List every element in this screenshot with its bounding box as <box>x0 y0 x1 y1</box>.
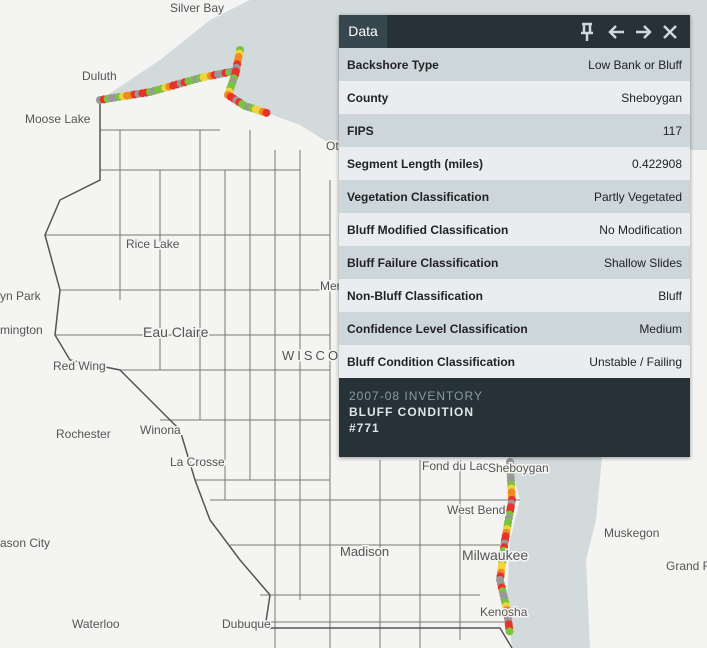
attribute-name: Confidence Level Classification <box>347 321 528 336</box>
attribute-row: Bluff Modified Classification No Modifica… <box>339 213 690 246</box>
next-button[interactable] <box>636 25 652 39</box>
popup-title[interactable]: Data <box>339 15 387 48</box>
popup: Data Backshore Type Low Bank or Bluff Coun… <box>339 15 690 457</box>
footer-line: 2007-08 INVENTORY <box>349 389 483 403</box>
place-label: Moose Lake <box>25 112 91 126</box>
attribute-name: Bluff Failure Classification <box>347 255 499 270</box>
place-label: La Crosse <box>170 455 225 469</box>
attribute-value: Partly Vegetated <box>593 189 682 204</box>
shoreline-segments <box>96 46 516 636</box>
pin-button[interactable] <box>581 22 593 41</box>
place-label: Kenosha <box>480 605 528 619</box>
attribute-row: Non-Bluff Classification Bluff <box>339 279 690 312</box>
place-label: ason City <box>0 536 50 550</box>
attribute-value: Shallow Slides <box>603 255 682 270</box>
attribute-value: Unstable / Failing <box>589 354 682 369</box>
popup-header: Data <box>339 15 690 48</box>
attribute-row: Bluff Condition Classification Unstable /… <box>339 345 690 378</box>
place-label: mington <box>0 323 43 337</box>
lake-michigan <box>507 457 602 648</box>
attribute-name: Vegetation Classification <box>347 189 490 204</box>
attribute-value: Bluff <box>658 288 682 303</box>
place-label: Winona <box>140 423 181 437</box>
attribute-name: County <box>347 90 389 105</box>
attribute-value: Low Bank or Bluff <box>588 57 682 72</box>
attribute-value: No Modification <box>599 222 682 237</box>
attribute-row: FIPS 117 <box>339 114 690 147</box>
attribute-value: Sheboygan <box>621 90 682 105</box>
attribute-row: Bluff Failure Classification Shallow Slid… <box>339 246 690 279</box>
attribute-name: Bluff Modified Classification <box>347 222 509 237</box>
state-border <box>44 100 513 648</box>
attribute-name: Bluff Condition Classification <box>347 354 515 369</box>
attribute-value: 117 <box>662 123 682 138</box>
place-label: yn Park <box>0 289 42 303</box>
place-label: Milwaukee <box>462 547 528 563</box>
footer-line: BLUFF CONDITION <box>349 405 474 419</box>
place-label: Fond du Lac <box>422 459 489 473</box>
place-label: Silver Bay <box>170 1 224 15</box>
place-label: West Bend <box>447 503 505 517</box>
county-lines <box>45 129 520 648</box>
place-label: Muskegon <box>604 526 659 540</box>
place-label: Waterloo <box>72 617 120 631</box>
attribute-row: Confidence Level Classification Medium <box>339 312 690 345</box>
attribute-value: 0.422908 <box>631 156 682 171</box>
place-label: WISCO <box>282 348 341 363</box>
attribute-name: Backshore Type <box>347 57 439 72</box>
attribute-value: Medium <box>639 321 682 336</box>
attribute-table: Backshore Type Low Bank or Bluff County She… <box>339 48 690 378</box>
attribute-name: Non-Bluff Classification <box>347 288 484 303</box>
previous-button[interactable] <box>608 25 624 39</box>
place-label: Eau Claire <box>143 324 209 340</box>
attribute-name: FIPS <box>347 123 374 138</box>
place-label: Dubuque <box>222 617 271 631</box>
attribute-row: Backshore Type Low Bank or Bluff <box>339 48 690 81</box>
attribute-row: Vegetation Classification Partly Vegetate… <box>339 180 690 213</box>
place-label: Mer <box>320 279 341 293</box>
attribute-row: Segment Length (miles) 0.422908 <box>339 147 690 180</box>
place-label: Rice Lake <box>126 237 180 251</box>
place-label: Grand R <box>666 559 707 573</box>
footer-line: #771 <box>349 421 380 435</box>
close-button[interactable] <box>663 25 677 39</box>
place-label: Madison <box>340 544 389 559</box>
attribute-row: County Sheboygan <box>339 81 690 114</box>
place-label: Rochester <box>56 427 111 441</box>
place-label: Sheboygan <box>488 461 549 475</box>
shoreline-dot[interactable] <box>262 108 271 117</box>
attribute-name: Segment Length (miles) <box>347 156 484 171</box>
popup-controls <box>581 22 677 41</box>
shoreline-dot[interactable] <box>505 627 514 636</box>
popup-footer: 2007-08 INVENTORY BLUFF CONDITION #771 <box>339 378 690 446</box>
place-label: Red Wing <box>53 359 106 373</box>
place-label: Duluth <box>82 69 117 83</box>
